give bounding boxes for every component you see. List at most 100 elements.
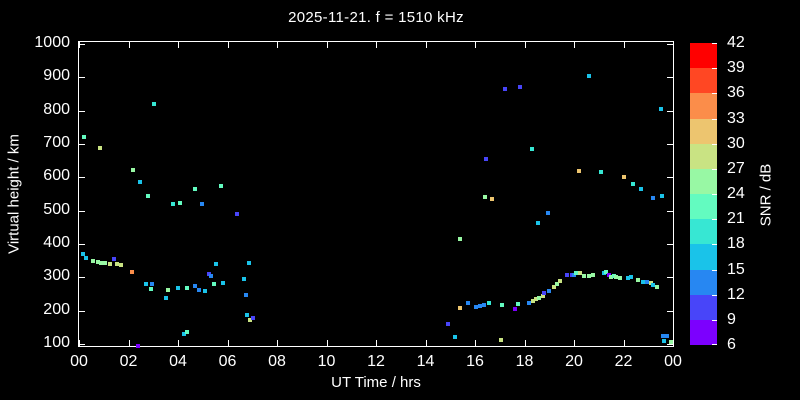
- x-tick: [574, 340, 575, 346]
- colorbar-segment: [690, 194, 717, 220]
- data-point: [220, 280, 225, 285]
- data-point: [481, 303, 486, 307]
- data-point: [651, 283, 656, 287]
- data-point: [136, 343, 141, 348]
- data-point: [199, 202, 204, 206]
- data-point: [626, 276, 631, 280]
- x-tick: [376, 340, 377, 346]
- data-point: [102, 261, 107, 266]
- data-point: [143, 282, 148, 286]
- data-point: [638, 187, 643, 191]
- colorbar-segment: [690, 68, 717, 94]
- colorbar-tick: [712, 319, 717, 321]
- colorbar-tick: [712, 93, 717, 95]
- x-tick: [128, 42, 130, 48]
- colorbar-tick-label: 24: [727, 185, 745, 202]
- data-point: [163, 296, 168, 300]
- data-point: [558, 279, 563, 283]
- data-point: [546, 211, 550, 215]
- colorbar-segment: [690, 269, 717, 295]
- x-tick: [524, 340, 526, 346]
- y-tick: [79, 77, 85, 79]
- colorbar-tick-label: 30: [727, 134, 745, 152]
- x-tick: [623, 42, 625, 48]
- data-point: [581, 274, 586, 278]
- data-point: [651, 196, 656, 200]
- colorbar-tick: [712, 244, 717, 246]
- colorbar-tick-label: 9: [727, 310, 736, 328]
- data-point: [576, 169, 581, 173]
- data-point: [590, 273, 595, 277]
- x-tick: [673, 340, 674, 346]
- data-point: [119, 262, 124, 267]
- colorbar-segment: [690, 319, 717, 346]
- colorbar-tick: [712, 68, 717, 70]
- data-point: [486, 301, 491, 305]
- colorbar-segment: [690, 244, 717, 270]
- data-point: [609, 275, 614, 279]
- data-point: [662, 339, 667, 343]
- data-point: [148, 287, 153, 291]
- x-tick: [178, 340, 179, 346]
- data-point: [203, 289, 208, 293]
- y-tick: [667, 144, 673, 145]
- colorbar-segment: [690, 118, 717, 144]
- data-point: [84, 256, 89, 260]
- data-point: [247, 318, 252, 322]
- data-point: [512, 307, 517, 311]
- y-tick: [79, 210, 85, 212]
- data-point: [182, 332, 187, 336]
- data-point: [569, 273, 574, 277]
- data-point: [659, 194, 664, 198]
- data-point: [533, 297, 538, 301]
- data-point: [614, 275, 619, 279]
- y-tick: [667, 210, 673, 212]
- data-point: [664, 334, 669, 338]
- data-point: [572, 273, 576, 277]
- y-tick: [667, 177, 673, 179]
- x-tick-label: 06: [218, 353, 237, 370]
- y-tick: [79, 310, 85, 312]
- data-point: [654, 285, 659, 289]
- data-point: [458, 306, 463, 310]
- data-point: [211, 282, 216, 286]
- y-tick-label: 300: [43, 267, 70, 285]
- data-point: [99, 261, 104, 265]
- colorbar-tick-label: 18: [727, 235, 745, 253]
- y-tick: [667, 77, 673, 79]
- data-point: [152, 102, 157, 106]
- data-point: [490, 196, 495, 201]
- colorbar-tick: [712, 294, 717, 296]
- colorbar-tick-label: 39: [727, 59, 745, 77]
- x-axis-label: UT Time / hrs: [331, 374, 421, 391]
- y-tick: [79, 344, 85, 345]
- y-tick: [667, 344, 673, 345]
- x-tick: [227, 42, 229, 48]
- x-tick: [673, 42, 674, 48]
- colorbar-tick-label: 42: [727, 34, 745, 51]
- colorbar-segment: [690, 219, 717, 245]
- colorbar-tick-label: 21: [727, 210, 745, 228]
- data-point: [214, 262, 219, 266]
- data-point: [474, 305, 479, 309]
- x-tick: [425, 42, 427, 48]
- data-point: [81, 134, 86, 139]
- data-point: [130, 270, 135, 274]
- data-point: [586, 74, 591, 78]
- x-tick: [376, 42, 377, 48]
- x-tick: [277, 42, 278, 48]
- x-tick: [524, 42, 526, 48]
- data-point: [500, 303, 505, 307]
- data-point: [601, 271, 606, 275]
- data-point: [611, 274, 616, 278]
- colorbar-tick-label: 27: [727, 159, 745, 177]
- data-point: [547, 289, 552, 293]
- x-tick-label: 18: [515, 353, 534, 370]
- y-tick: [79, 177, 85, 179]
- colorbar-tick-label: 15: [727, 260, 745, 278]
- data-point: [578, 271, 583, 275]
- y-tick-label: 800: [43, 100, 70, 118]
- data-point: [193, 187, 198, 191]
- data-point: [178, 201, 183, 205]
- data-point: [465, 301, 470, 306]
